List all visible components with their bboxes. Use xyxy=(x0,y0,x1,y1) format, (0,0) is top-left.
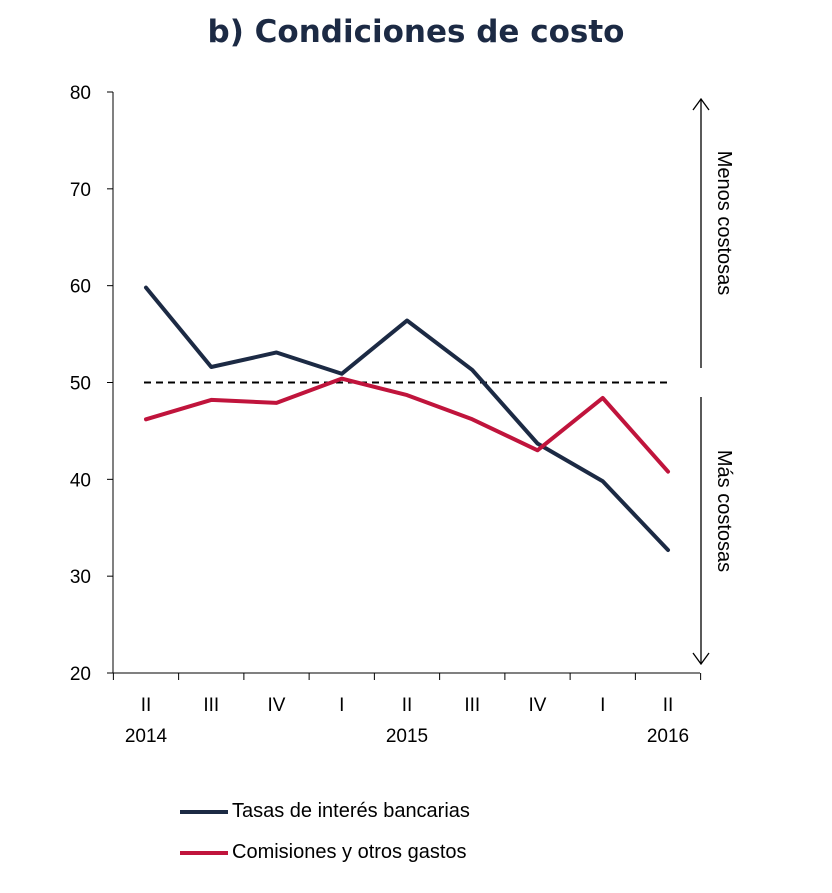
y-tick-label-40: 40 xyxy=(70,470,91,491)
y-tick-label-60: 60 xyxy=(70,277,91,298)
x-year-label-2015: 2015 xyxy=(386,726,428,747)
legend-item-comisiones: Comisiones y otros gastos xyxy=(180,841,467,864)
legend-item-tasas: Tasas de interés bancarias xyxy=(180,800,470,823)
x-category-label: II xyxy=(141,695,152,716)
legend-label-comisiones: Comisiones y otros gastos xyxy=(232,841,467,863)
series-line-1 xyxy=(144,376,670,474)
y-tick-label-20: 20 xyxy=(70,664,91,685)
x-category-label: III xyxy=(464,695,480,716)
y-tick-label-70: 70 xyxy=(70,180,91,201)
y-tick-label-50: 50 xyxy=(70,374,91,395)
legend-swatch-tasas xyxy=(180,809,228,814)
series-line-0 xyxy=(144,285,670,553)
x-category-label: IV xyxy=(529,695,547,716)
lower-arrow-head xyxy=(692,652,710,666)
x-year-label-2014: 2014 xyxy=(125,726,168,747)
x-category-label: I xyxy=(600,695,605,716)
annotation-menos-costosas: Menos costosas xyxy=(713,151,735,296)
x-category-label: I xyxy=(339,695,344,716)
x-category-label: II xyxy=(663,695,674,716)
y-tick-label-30: 30 xyxy=(70,567,91,588)
x-category-label: IV xyxy=(268,695,286,716)
chart-title: b) Condiciones de costo xyxy=(207,14,625,50)
legend-label-tasas: Tasas de interés bancarias xyxy=(232,800,470,822)
x-category-label: II xyxy=(402,695,413,716)
annotation-mas-costosas: Más costosas xyxy=(713,450,735,572)
y-tick-label-80: 80 xyxy=(70,83,91,104)
x-category-label: III xyxy=(203,695,219,716)
legend-swatch-comisiones xyxy=(180,850,228,855)
x-year-label-2016: 2016 xyxy=(647,726,689,747)
upper-arrow-head xyxy=(692,97,710,111)
